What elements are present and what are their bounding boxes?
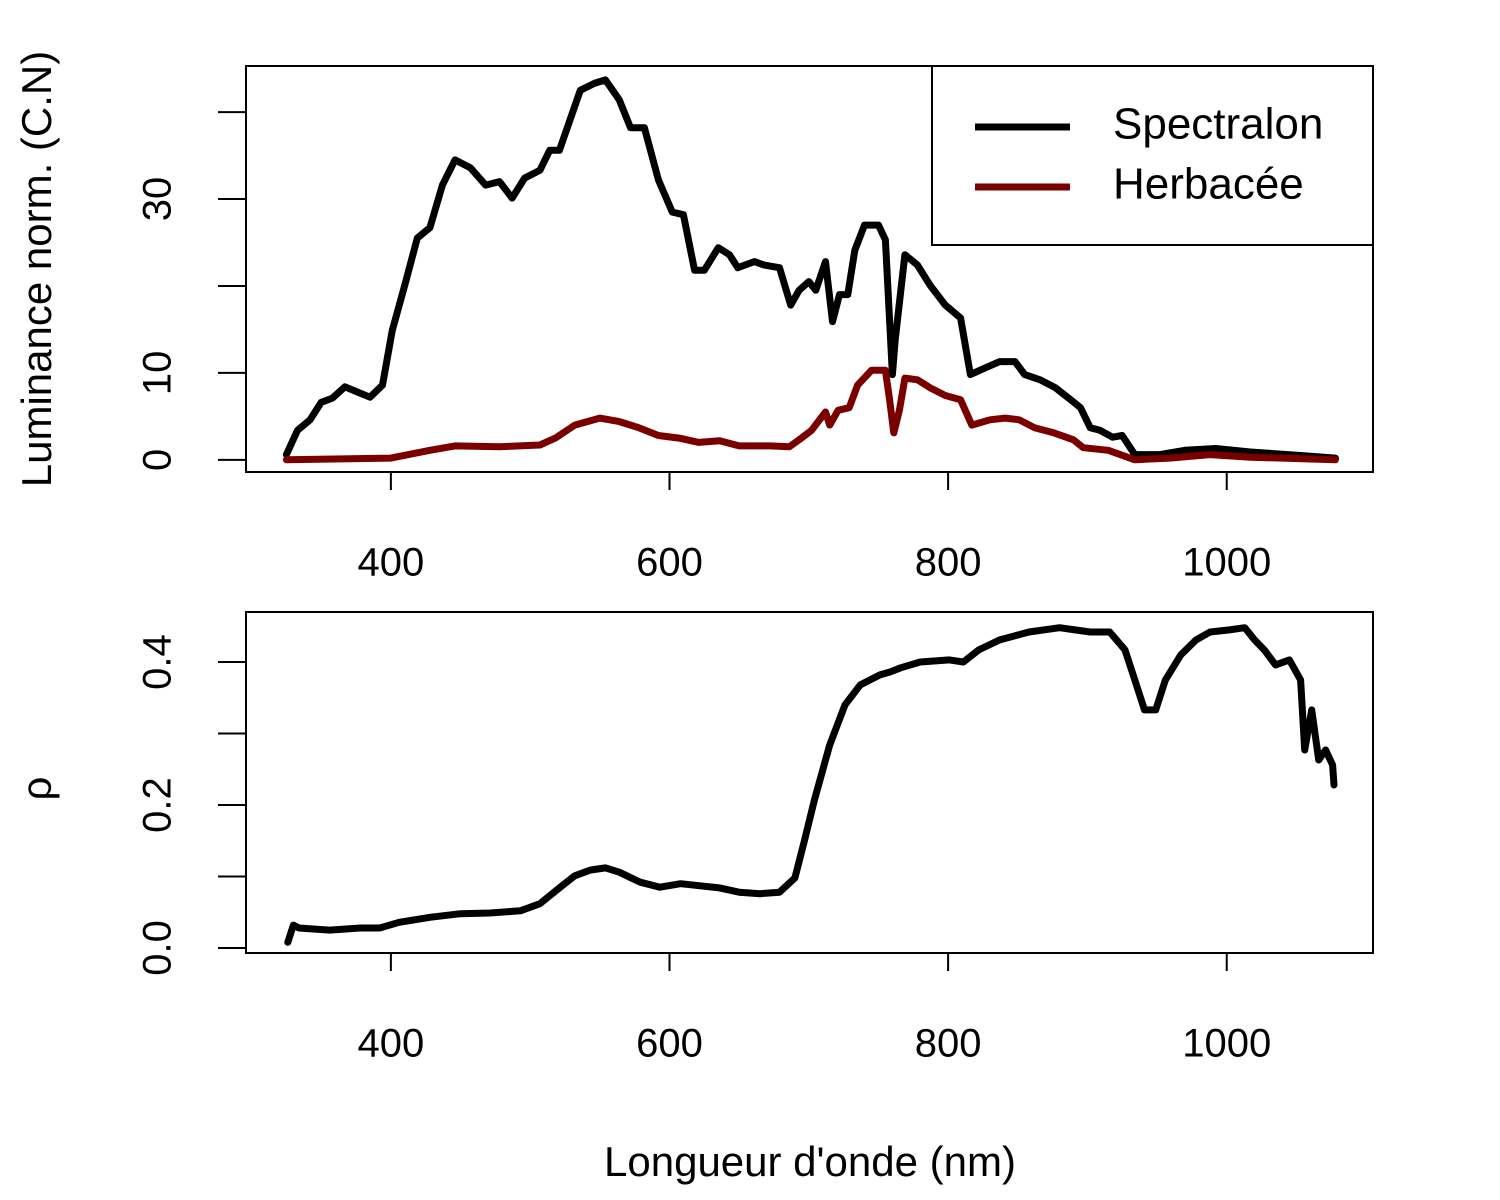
y-axis-title: ρ (13, 777, 60, 801)
legend-label: Spectralon (1113, 100, 1323, 149)
y-axis-title: Luminance norm. (C.N) (13, 51, 60, 487)
y-tick-label: 0.2 (136, 777, 180, 833)
x-tick-label: 400 (358, 541, 425, 585)
x-tick-label: 800 (915, 541, 982, 585)
x-tick-label: 600 (636, 541, 703, 585)
legend-box (931, 65, 1374, 246)
x-tick-label: 1000 (1182, 1022, 1271, 1066)
y-tick-label: 0.0 (136, 920, 180, 976)
legend-label: Herbacée (1113, 160, 1304, 209)
data-line (282, 76, 1339, 462)
x-tick-label: 600 (636, 1022, 703, 1066)
x-tick-label: 1000 (1182, 541, 1271, 585)
x-tick-label: 400 (358, 1022, 425, 1066)
y-tick-label: 0.4 (136, 634, 180, 690)
data-line (282, 366, 1339, 464)
y-tick-label: 0 (136, 449, 180, 471)
x-axis-title: Longueur d'onde (nm) (604, 1138, 1016, 1185)
data-line (284, 624, 1338, 946)
x-tick-label: 800 (915, 1022, 982, 1066)
plot-frame (245, 611, 1374, 954)
y-tick-label: 30 (136, 177, 180, 222)
y-tick-label: 10 (136, 351, 180, 396)
